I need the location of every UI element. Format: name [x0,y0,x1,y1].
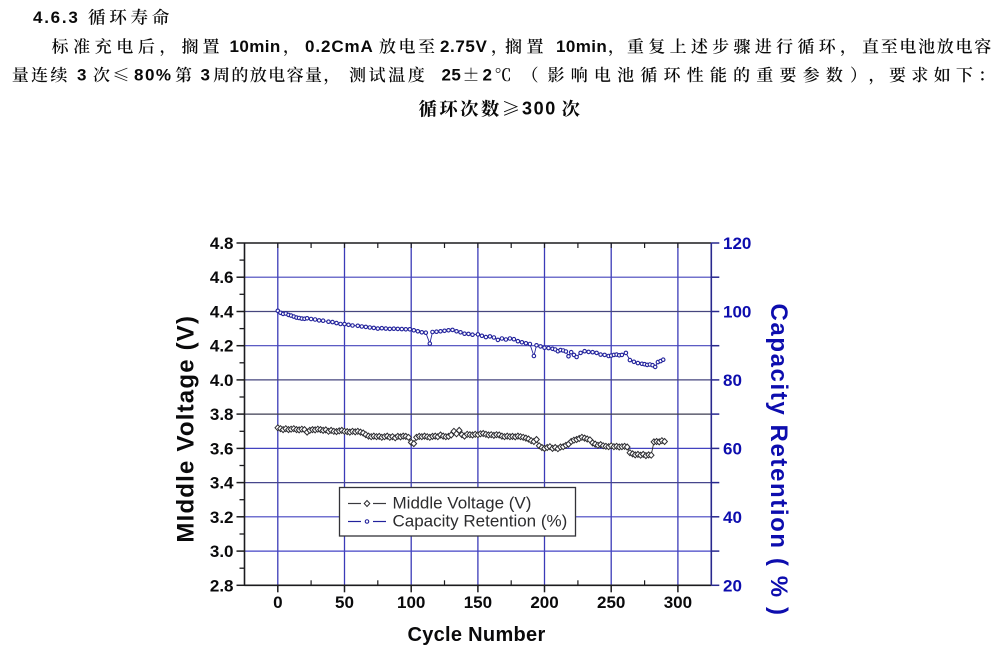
svg-text:4.2: 4.2 [210,337,234,356]
svg-text:3.2: 3.2 [210,508,234,527]
svg-text:100: 100 [723,303,751,322]
svg-text:40: 40 [723,508,742,527]
svg-text:10min: 10min [556,37,607,56]
svg-text:3.8: 3.8 [210,405,234,424]
svg-text:2.8: 2.8 [210,576,234,595]
svg-text:80: 80 [723,371,742,390]
svg-text:4.6.3: 4.6.3 [33,8,80,27]
svg-text:MIddle Voltage (V): MIddle Voltage (V) [173,315,200,543]
svg-text:50: 50 [335,593,354,612]
svg-text:Middle Voltage (V): Middle Voltage (V) [393,494,532,513]
svg-text:3.6: 3.6 [210,439,234,458]
svg-text:200: 200 [530,593,558,612]
svg-text:3.0: 3.0 [210,542,234,561]
svg-text:20: 20 [723,576,742,595]
svg-text:300: 300 [664,593,692,612]
svg-text:60: 60 [723,439,742,458]
svg-text:10min: 10min [230,37,281,56]
svg-text:Capacity Retention ( % ): Capacity Retention ( % ) [765,303,792,616]
svg-text:3: 3 [77,66,86,85]
svg-text:120: 120 [723,234,751,253]
svg-text:Capacity Retention (%): Capacity Retention (%) [393,512,568,531]
svg-text:3: 3 [201,66,210,85]
svg-text:0.2CmA: 0.2CmA [305,37,374,56]
svg-text:0: 0 [273,593,282,612]
svg-text:150: 150 [464,593,492,612]
svg-text:300: 300 [522,99,557,119]
svg-text:4.8: 4.8 [210,234,234,253]
svg-text:2: 2 [483,66,492,85]
svg-text:4.6: 4.6 [210,268,234,287]
svg-text:4.0: 4.0 [210,371,234,390]
svg-text:80%: 80% [134,66,173,85]
svg-text:2.75V: 2.75V [440,37,487,56]
svg-text:250: 250 [597,593,625,612]
svg-text:100: 100 [397,593,425,612]
svg-text:4.4: 4.4 [210,303,234,322]
svg-text:3.4: 3.4 [210,474,234,493]
svg-text:Cycle Number: Cycle Number [407,624,545,646]
svg-text:25: 25 [442,66,462,85]
